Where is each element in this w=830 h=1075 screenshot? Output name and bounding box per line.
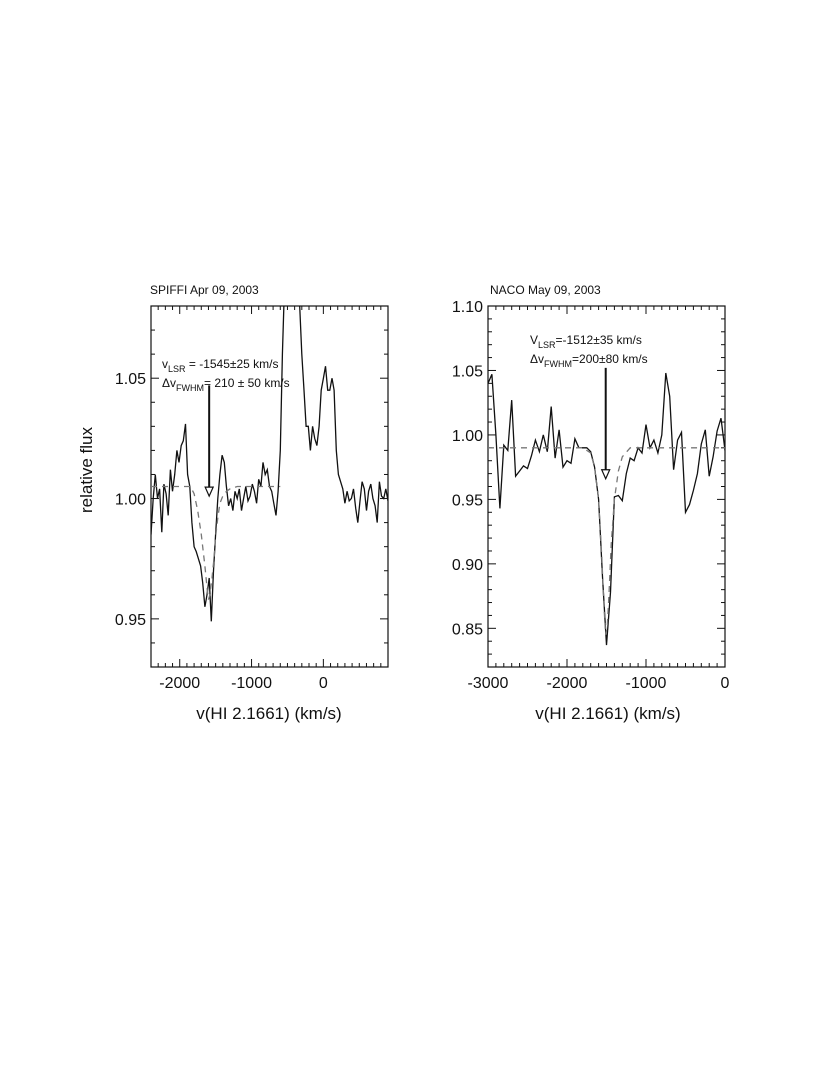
panel-title-spiffi: SPIFFI Apr 09, 2003 <box>150 283 259 297</box>
annotation-line-1-naco: VLSR=-1512±35 km/s <box>530 333 642 350</box>
y-tick-label-spiffi: 1.05 <box>115 371 146 388</box>
x-tick-label-spiffi: -1000 <box>231 675 272 692</box>
y-tick-label-naco: 0.85 <box>452 621 483 638</box>
y-tick-label-spiffi: 1.00 <box>115 492 146 509</box>
y-tick-label-naco: 1.05 <box>452 363 483 380</box>
annotation-line-1-spiffi: vLSR = -1545±25 km/s <box>162 357 278 374</box>
y-tick-label-spiffi: 0.95 <box>115 612 146 629</box>
x-ticks-spiffi <box>150 306 389 667</box>
y-tick-label-naco: 1.00 <box>452 428 483 445</box>
x-tick-label-naco: -3000 <box>468 675 509 692</box>
chart-panel-naco: NACO May 09, 2003 v(HI 2.1661) (km/s) -3… <box>452 283 730 723</box>
x-axis-title-naco: v(HI 2.1661) (km/s) <box>535 704 680 723</box>
y-axis-title: relative flux <box>77 427 96 513</box>
arrow-head-naco <box>600 469 611 481</box>
fit-line-spiffi <box>151 485 281 600</box>
x-tick-label-naco: -1000 <box>626 675 667 692</box>
y-tick-label-naco: 1.10 <box>452 299 483 316</box>
fit-line-naco <box>488 447 725 635</box>
arrow-head-spiffi <box>204 486 215 498</box>
spectrum-line-naco <box>488 372 725 646</box>
spectrum-line-spiffi <box>151 306 388 622</box>
x-tick-label-naco: 0 <box>721 675 730 692</box>
x-tick-label-spiffi: 0 <box>319 675 328 692</box>
y-tick-label-naco: 0.95 <box>452 492 483 509</box>
chart-panel-spiffi: SPIFFI Apr 09, 2003 v(HI 2.1661) (km/s) … <box>115 283 389 723</box>
panel-title-naco: NACO May 09, 2003 <box>490 283 601 297</box>
annotation-line-2-spiffi: ΔvFWHM= 210 ± 50 km/s <box>162 376 290 393</box>
x-tick-label-spiffi: -2000 <box>159 675 200 692</box>
x-axis-title-spiffi: v(HI 2.1661) (km/s) <box>196 704 341 723</box>
annotation-line-2-naco: ΔvFWHM=200±80 km/s <box>530 352 648 369</box>
y-tick-label-naco: 0.90 <box>452 557 483 574</box>
x-ticks-naco <box>487 306 726 667</box>
x-tick-label-naco: -2000 <box>547 675 588 692</box>
y-ticks-naco <box>488 305 725 668</box>
